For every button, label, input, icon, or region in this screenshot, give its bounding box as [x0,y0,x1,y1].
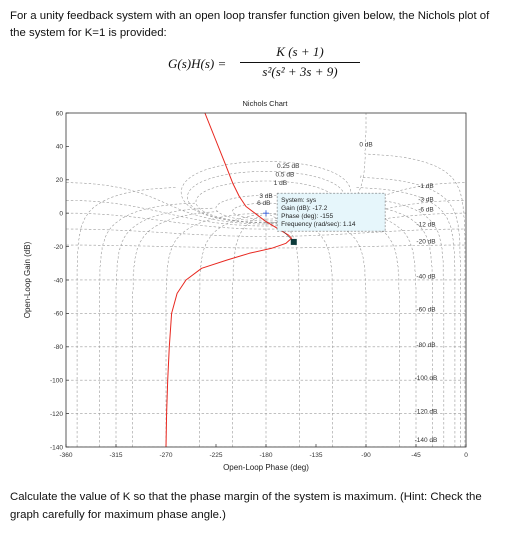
y-tick-label-8: 20 [56,177,64,184]
question-intro: For a unity feedback system with an open… [10,10,490,39]
x-tick-label-8: 0 [464,452,468,459]
x-tick-label-1: -315 [109,452,122,459]
n-line-neg240 [199,213,261,447]
critical-point-marker [263,210,269,217]
grid-label-13: -80 dB [416,342,435,349]
m-circle-neg12-1 [66,228,466,237]
datatip-line-3: Frequency (rad/sec): 1.14 [281,221,356,228]
m-circle-0p25-0 [180,161,352,224]
m-circle-1-0 [195,180,337,223]
series-line-0 [165,112,293,448]
grid-label-16: -140 dB [415,437,438,444]
x-tick-label-4: -180 [259,452,272,459]
nichols-chart: Nichols Chart -360 -315 -270 -225 -180 -135 -9… [23,99,468,472]
x-tick-label-6: -90 [361,452,371,459]
y-tick-label-9: 40 [56,144,64,151]
y-tick-label-1: -120 [50,411,63,418]
y-tick-label-3: -80 [54,344,64,351]
y-tick-label-4: -60 [54,311,64,318]
grid-label-10: -20 dB [416,238,435,245]
grid-layer [66,113,466,447]
n-line-neg1 [364,113,466,447]
datatip-line-0: System: sys [281,197,317,204]
n-line-neg60 [314,211,400,447]
grid-label-1: 0.25 dB [277,163,299,170]
n-line-neg90 [265,212,367,447]
grid-label-4: 3 dB [259,193,272,200]
grid-label-3: 1 dB [274,180,287,187]
y-tick-label-0: -140 [50,444,63,451]
x-tick-label-3: -225 [209,452,222,459]
tf-lhs: G(s)H(s) = [168,56,227,71]
n-line-neg10 [354,186,456,447]
y-tick-label-10: 60 [56,110,64,117]
x-tick-label-5: -135 [309,452,322,459]
grid-label-14: -100 dB [415,375,438,382]
tf-fraction-bar [240,62,360,63]
n-line-neg30 [337,202,433,447]
grid-label-12: -60 dB [416,307,435,314]
tf-denominator: s²(s² + 3s + 9) [262,64,338,79]
y-tick-label-5: -40 [54,277,64,284]
m-circle-neg3-1 [66,200,466,227]
grid-label-11: -40 dB [416,273,435,280]
y-axis-label: Open-Loop Gain (dB) [23,241,32,318]
datatip-marker [290,238,297,245]
m-circle-0p5-0 [187,171,345,224]
grid-label-9: -12 dB [416,222,435,229]
n-line-neg210 [232,214,263,447]
m-circle-3-0 [215,195,317,222]
grid-label-6: -1 dB [418,183,434,190]
datatip-line-2: Phase (deg): -155 [281,213,333,220]
n-line-neg350 [76,186,178,447]
n-line-neg120 [271,213,333,447]
y-tick-label-2: -100 [50,378,63,385]
nichols-grid-curves [66,113,466,447]
y-tick-label-7: 0 [59,211,63,218]
n-line-neg20 [344,197,445,447]
n-line-neg300 [132,211,218,447]
grid-label-0: 0 dB [359,141,372,148]
grid-label-8: -6 dB [418,207,434,214]
x-tick-label-2: -270 [159,452,172,459]
grid-label-5: 6 dB [257,200,270,207]
x-axis-label: Open-Loop Phase (deg) [223,463,309,472]
datatip-line-1: Gain (dB): -17.2 [281,205,328,212]
y-tick-label-6: -20 [54,244,64,251]
grid-label-2: 0.5 dB [275,171,294,178]
datatip-box [276,192,386,232]
tf-numerator: K (s + 1) [276,44,324,59]
m-circle-neg1-1 [66,182,466,225]
m-circle-neg6-1 [66,212,466,230]
n-line-neg270 [165,212,266,447]
n-line-neg315 [115,207,213,447]
tick-layer: -360 -315 -270 -225 -180 -135 -90 -45 0 -140 -120 -… [50,110,468,459]
grid-label-15: -120 dB [415,409,438,416]
series-layer [165,112,293,448]
tf-fraction: K (s + 1) s²(s² + 3s + 9) [240,44,360,80]
plot-area-border [65,112,467,448]
grid-label-7: -3 dB [418,197,434,204]
n-line-neg330 [99,202,195,447]
n-line-neg5 [359,174,461,447]
x-tick-label-7: -45 [411,452,421,459]
n-line-neg150 [269,214,300,447]
question-task: Calculate the value of K so that the pha… [10,491,482,521]
n-line-neg45 [319,207,417,447]
chart-title: Nichols Chart [242,99,288,108]
x-tick-label-0: -360 [59,452,72,459]
